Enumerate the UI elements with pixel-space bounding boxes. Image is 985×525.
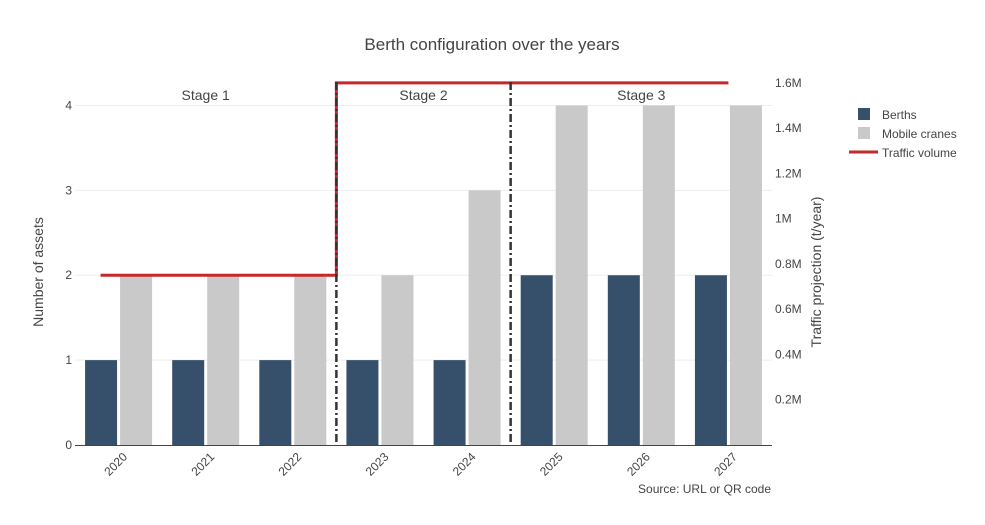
x-tick-label: 2026 xyxy=(624,450,653,479)
stage-labels: Stage 1 Stage 2 Stage 3 xyxy=(182,87,666,103)
x-tick-label: 2024 xyxy=(450,450,479,479)
x-tick-label: 2023 xyxy=(363,450,392,479)
bar-mobile-cranes xyxy=(642,105,675,445)
bar-berths xyxy=(346,360,379,445)
bar-berths xyxy=(520,275,553,445)
y-axis-right-label: Traffic projection (t/year) xyxy=(808,197,824,348)
bar-mobile-cranes xyxy=(294,275,327,445)
bar-berths xyxy=(607,275,640,445)
legend-label: Mobile cranes xyxy=(882,127,957,141)
y-right-tick-label: 0.4M xyxy=(775,347,802,361)
stage-dividers xyxy=(335,82,512,445)
legend-label: Berths xyxy=(882,108,917,122)
y-right-tick-label: 0.6M xyxy=(775,302,802,316)
bar-berths xyxy=(694,275,727,445)
y-right-tick-label: 1.4M xyxy=(775,121,802,135)
stage-label: Stage 2 xyxy=(399,87,447,103)
legend[interactable]: Berths Mobile cranes Traffic volume xyxy=(849,108,957,160)
chart-title: Berth configuration over the years xyxy=(364,35,619,54)
bar-mobile-cranes xyxy=(468,190,501,445)
y-left-tick-label: 0 xyxy=(65,438,72,452)
bar-mobile-cranes xyxy=(555,105,588,445)
stage-label: Stage 3 xyxy=(617,87,665,103)
bar-berths xyxy=(259,360,292,445)
legend-item[interactable]: Berths xyxy=(858,108,917,122)
legend-item[interactable]: Mobile cranes xyxy=(858,127,957,141)
bar-mobile-cranes xyxy=(729,105,762,445)
stage-label: Stage 1 xyxy=(182,87,230,103)
source-note: Source: URL or QR code xyxy=(638,482,771,496)
legend-item[interactable]: Traffic volume xyxy=(849,146,957,160)
x-tick-label: 2020 xyxy=(101,450,130,479)
traffic-line xyxy=(100,81,729,277)
bar-mobile-cranes xyxy=(207,275,240,445)
traffic-volume-line xyxy=(100,81,729,277)
x-tick-label: 2021 xyxy=(188,450,217,479)
bar-mobile-cranes xyxy=(381,275,414,445)
legend-swatch xyxy=(858,108,870,120)
x-tick-label: 2027 xyxy=(711,450,740,479)
y-right-tick-label: 0.2M xyxy=(775,393,802,407)
bar-mobile-cranes xyxy=(120,275,153,445)
y-left-tick-label: 4 xyxy=(65,98,72,112)
y-left-tick-label: 1 xyxy=(65,353,72,367)
y-left-tick-label: 3 xyxy=(65,183,72,197)
y-right-tick-label: 1.2M xyxy=(775,166,802,180)
y-right-tick-label: 1M xyxy=(775,212,792,226)
y-right-tick-label: 0.8M xyxy=(775,257,802,271)
legend-label: Traffic volume xyxy=(882,146,957,160)
bar-berths xyxy=(172,360,205,445)
bar-berths xyxy=(85,360,118,445)
y-left-tick-label: 2 xyxy=(65,268,72,282)
bar-berths xyxy=(433,360,466,445)
y-right-tick-label: 1.6M xyxy=(775,76,802,90)
bars xyxy=(85,105,762,445)
legend-swatch xyxy=(858,127,870,139)
y-axis-left-label: Number of assets xyxy=(30,217,46,327)
x-tick-label: 2025 xyxy=(537,450,566,479)
x-tick-label: 2022 xyxy=(276,450,305,479)
